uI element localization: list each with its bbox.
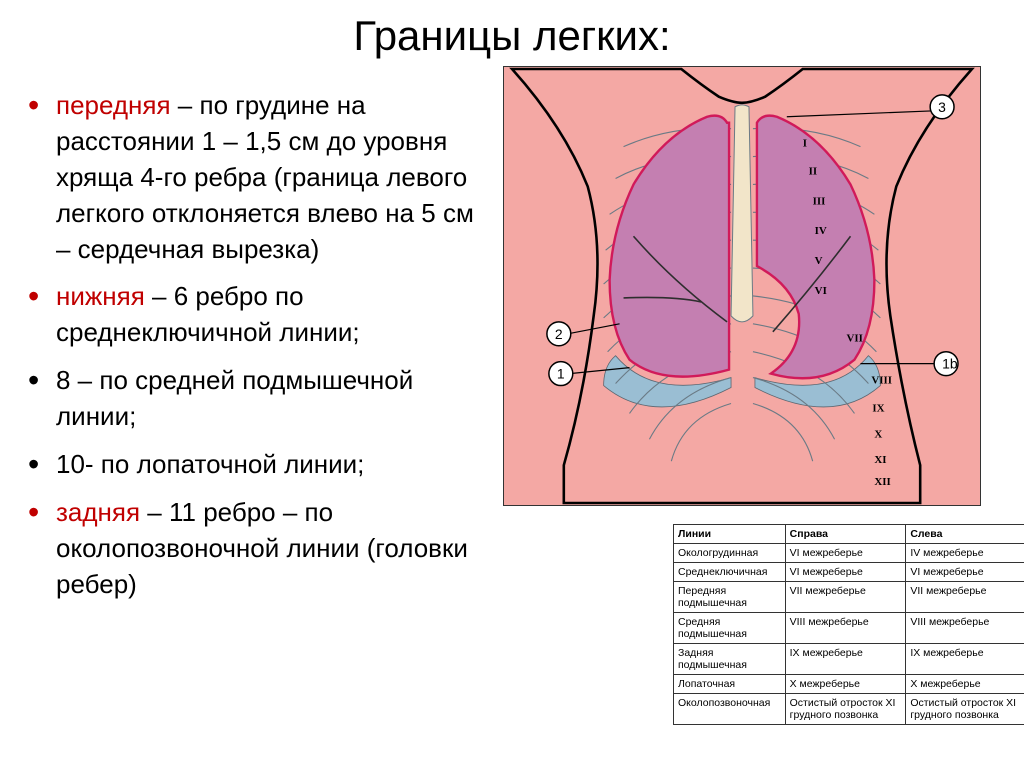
- table-cell: VII межреберье: [906, 582, 1024, 613]
- bullet-prefix: нижняя: [56, 281, 145, 311]
- content-row: передняя – по грудине на расстоянии 1 – …: [0, 66, 1024, 614]
- svg-text:VI: VI: [815, 285, 827, 297]
- borders-table: Линии Справа Слева ОкологрудиннаяVI межр…: [673, 524, 1024, 725]
- table-cell: VI межреберье: [785, 563, 906, 582]
- svg-text:X: X: [874, 428, 882, 440]
- table-row: ЛопаточнаяX межреберьеX межреберье: [674, 675, 1024, 694]
- svg-text:V: V: [815, 255, 823, 267]
- bullet-midaxillary: 8 – по средней подмышечной линии;: [28, 363, 483, 435]
- table-cell: Задняя подмышечная: [674, 644, 786, 675]
- borders-table-wrap: Линии Справа Слева ОкологрудиннаяVI межр…: [673, 524, 1024, 725]
- table-cell: IX межреберье: [906, 644, 1024, 675]
- right-column: I II III IV V VI VII VIII IX X XI XII: [483, 66, 996, 614]
- svg-text:VIII: VIII: [871, 375, 892, 387]
- svg-text:IX: IX: [872, 402, 884, 414]
- borders-list: передняя – по грудине на расстоянии 1 – …: [28, 88, 483, 602]
- svg-text:I: I: [803, 138, 807, 150]
- bullet-prefix: передняя: [56, 90, 171, 120]
- svg-text:1: 1: [557, 366, 565, 382]
- table-row: ОколопозвоночнаяОстистый отросток XI гру…: [674, 694, 1024, 725]
- bullet-anterior: передняя – по грудине на расстоянии 1 – …: [28, 88, 483, 267]
- anatomy-svg: I II III IV V VI VII VIII IX X XI XII: [504, 67, 980, 505]
- table-row: Средняя подмышечнаяVIII межреберьеVIII м…: [674, 613, 1024, 644]
- bullet-scapular: 10- по лопаточной линии;: [28, 447, 483, 483]
- table-cell: VI межреберье: [906, 563, 1024, 582]
- table-row: Передняя подмышечнаяVII межреберьеVII ме…: [674, 582, 1024, 613]
- col-lines: Линии: [674, 525, 786, 544]
- table-cell: Околопозвоночная: [674, 694, 786, 725]
- table-cell: Передняя подмышечная: [674, 582, 786, 613]
- svg-text:1b: 1b: [942, 356, 958, 372]
- table-row: ОкологрудиннаяVI межреберьеIV межреберье: [674, 544, 1024, 563]
- col-right: Справа: [785, 525, 906, 544]
- lung-diagram: I II III IV V VI VII VIII IX X XI XII: [503, 66, 981, 506]
- table-row: СреднеключичнаяVI межреберьеVI межреберь…: [674, 563, 1024, 582]
- bullet-inferior: нижняя – 6 ребро по среднеключичной лини…: [28, 279, 483, 351]
- table-header-row: Линии Справа Слева: [674, 525, 1024, 544]
- svg-text:VII: VII: [847, 333, 863, 345]
- left-column: передняя – по грудине на расстоянии 1 – …: [28, 66, 483, 614]
- page-title: Границы легких:: [0, 0, 1024, 66]
- table-cell: Средняя подмышечная: [674, 613, 786, 644]
- table-cell: IV межреберье: [906, 544, 1024, 563]
- table-cell: Окологрудинная: [674, 544, 786, 563]
- table-cell: Остистый отросток XI грудного позвонка: [906, 694, 1024, 725]
- bullet-text: 10- по лопаточной линии;: [56, 449, 364, 479]
- table-cell: X межреберье: [785, 675, 906, 694]
- table-cell: VIII межреберье: [906, 613, 1024, 644]
- svg-text:XI: XI: [874, 454, 886, 466]
- table-cell: IX межреберье: [785, 644, 906, 675]
- svg-text:II: II: [809, 166, 818, 178]
- table-cell: VI межреберье: [785, 544, 906, 563]
- svg-text:XII: XII: [874, 476, 890, 488]
- bullet-posterior: задняя – 11 ребро – по околопозвоночной …: [28, 495, 483, 603]
- col-left: Слева: [906, 525, 1024, 544]
- table-row: Задняя подмышечнаяIX межреберьеIX межреб…: [674, 644, 1024, 675]
- sternum: [731, 105, 753, 322]
- bullet-text: 8 – по средней подмышечной линии;: [56, 365, 413, 431]
- svg-text:III: III: [813, 195, 826, 207]
- bullet-prefix: задняя: [56, 497, 140, 527]
- table-cell: Среднеключичная: [674, 563, 786, 582]
- table-cell: VII межреберье: [785, 582, 906, 613]
- svg-text:2: 2: [555, 326, 563, 342]
- table-cell: VIII межреберье: [785, 613, 906, 644]
- svg-text:IV: IV: [815, 225, 827, 237]
- table-body: ОкологрудиннаяVI межреберьеIV межреберье…: [674, 544, 1024, 725]
- table-cell: X межреберье: [906, 675, 1024, 694]
- table-cell: Остистый отросток XI грудного позвонка: [785, 694, 906, 725]
- svg-text:3: 3: [938, 99, 946, 115]
- table-cell: Лопаточная: [674, 675, 786, 694]
